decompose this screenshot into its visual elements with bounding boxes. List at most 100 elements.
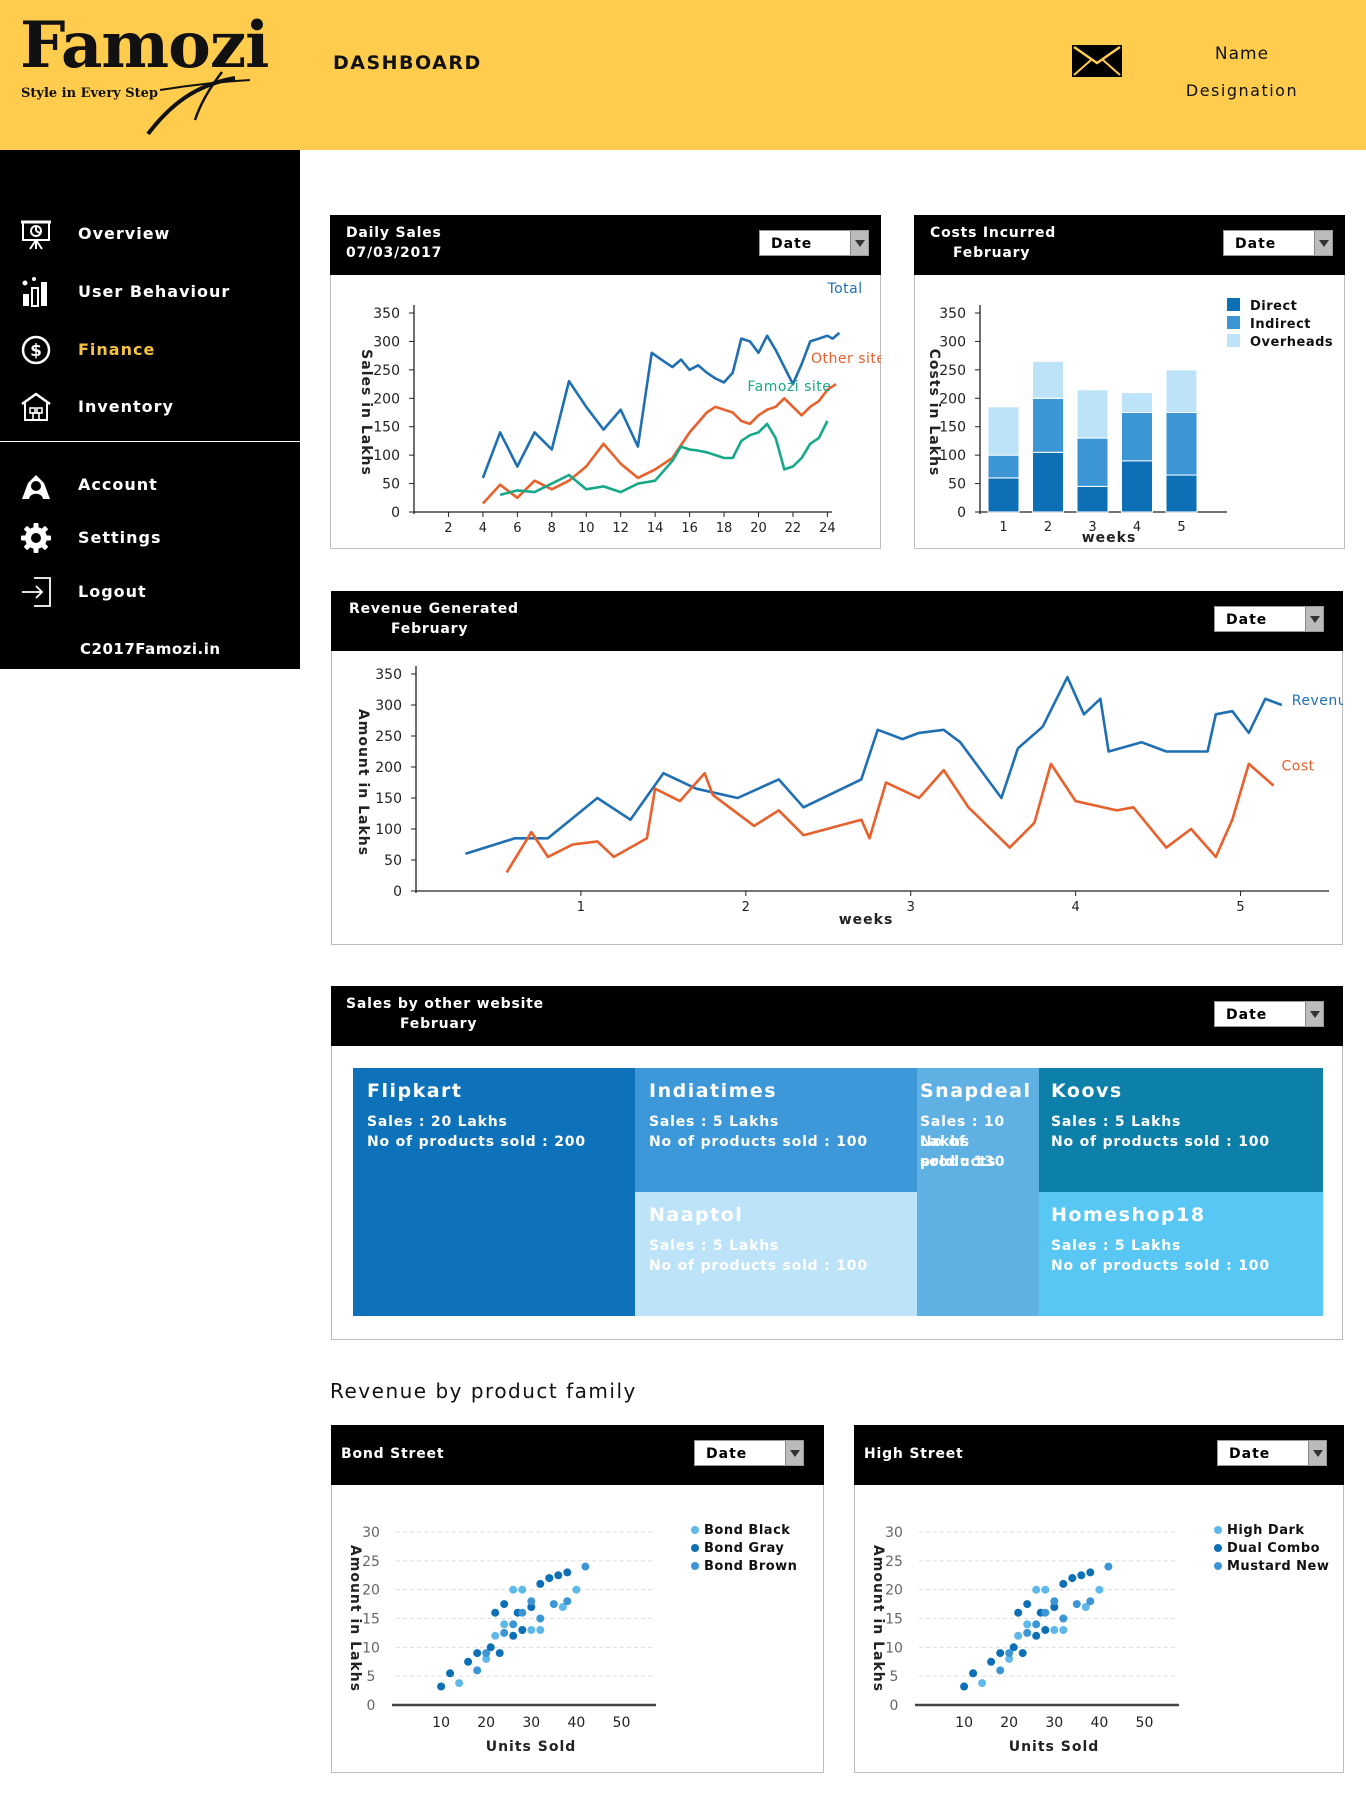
y-tick-label: 350 <box>939 306 966 322</box>
revenue-generated-panel: Revenue Generated February Date 0 50 100 15… <box>331 591 1343 945</box>
sidebar-item-label: Logout <box>78 582 147 601</box>
treemap-cell-name: Indiatimes <box>649 1080 778 1102</box>
scatter-point <box>518 1608 527 1617</box>
date-dropdown[interactable]: Date <box>759 230 869 256</box>
scatter-point <box>491 1608 500 1617</box>
x-axis-label: Units Sold <box>486 1739 577 1755</box>
series-label: Other sites <box>811 351 881 367</box>
chevron-down-icon[interactable] <box>1305 1002 1323 1026</box>
legend-swatch <box>1214 1544 1222 1552</box>
legend-label: Dual Combo <box>1227 1541 1320 1556</box>
chevron-down-icon[interactable] <box>1305 607 1323 631</box>
scatter-point <box>1014 1631 1023 1640</box>
treemap-cell-indiatimes[interactable]: Indiatimes Sales : 5 Lakhs No of product… <box>635 1068 917 1192</box>
presentation-board-icon <box>21 220 51 250</box>
x-tick-label: 30 <box>522 1715 540 1731</box>
date-dropdown-label: Date <box>1235 236 1277 252</box>
scatter-point <box>446 1669 455 1678</box>
y-tick-label: 15 <box>885 1612 903 1628</box>
treemap-cell-sales: Sales : 5 Lakhs <box>649 1114 780 1130</box>
treemap-cell-koovs[interactable]: Koovs Sales : 5 Lakhs No of products sol… <box>1039 1068 1323 1192</box>
panel-header: Bond Street Date <box>331 1425 824 1485</box>
scatter-point <box>563 1568 572 1577</box>
bond-street-panel: Bond Street Date 0 5 10 15 20 25 30 10 20 30 40 50 A… <box>331 1425 824 1773</box>
sidebar-item-account[interactable]: Account <box>0 463 300 507</box>
treemap-cell-products: No of products <box>920 1134 997 1170</box>
scatter-point <box>437 1682 446 1691</box>
treemap-cell-snapdeal[interactable]: Snapdeal Sales : 10 Lakhs No of products… <box>917 1068 1039 1316</box>
y-tick-label: 0 <box>957 505 966 521</box>
x-tick-label: 20 <box>750 521 767 536</box>
y-tick-label: 0 <box>391 505 400 521</box>
date-dropdown[interactable]: Date <box>1217 1440 1327 1466</box>
treemap-cell-homeshop18[interactable]: Homeshop18 Sales : 5 Lakhs No of product… <box>1039 1192 1323 1316</box>
bar-segment-indirect <box>1121 412 1153 462</box>
sidebar-item-inventory[interactable]: Inventory <box>0 385 300 429</box>
logout-icon <box>22 577 51 607</box>
date-dropdown-label: Date <box>771 236 813 252</box>
user-name[interactable]: Name <box>1214 44 1270 64</box>
panel-header: Sales by other website February Date <box>331 986 1343 1046</box>
sidebar-item-label: Settings <box>78 528 162 547</box>
header: Famozi Style in Every Step DASHBOARD Nam… <box>0 0 1366 150</box>
y-tick-label: 30 <box>885 1525 903 1541</box>
sidebar-item-label: User Behaviour <box>78 282 231 301</box>
sidebar-item-finance[interactable]: $ Finance <box>0 328 300 372</box>
date-dropdown[interactable]: Date <box>1223 230 1333 256</box>
scatter-point <box>1005 1649 1014 1658</box>
scatter-point <box>1041 1626 1050 1634</box>
bar-segment-indirect <box>1032 397 1064 453</box>
y-tick-label: 10 <box>362 1640 380 1656</box>
scatter-point <box>1023 1620 1032 1629</box>
scatter-point <box>491 1631 500 1640</box>
sidebar-item-logout[interactable]: Logout <box>0 570 300 614</box>
x-tick-label: 50 <box>1136 1715 1154 1731</box>
sidebar-item-overview[interactable]: Overview <box>0 212 300 256</box>
scatter-point <box>1059 1579 1068 1588</box>
date-dropdown-label: Date <box>706 1446 748 1462</box>
x-tick-label: 3 <box>1088 520 1096 535</box>
brand-logo[interactable]: Famozi <box>20 8 269 83</box>
panel-header: Daily Sales 07/03/2017 Date <box>330 215 881 275</box>
legend-swatch <box>1227 298 1240 311</box>
panel-title: Costs Incurred <box>930 225 1057 241</box>
panel-subtitle: February <box>400 1016 478 1032</box>
scatter-point <box>1077 1571 1086 1580</box>
date-dropdown-label: Date <box>1229 1446 1271 1462</box>
bar-segment-indirect <box>1165 412 1198 476</box>
legend-label: Bond Brown <box>704 1559 797 1574</box>
scatter-point <box>1086 1597 1095 1606</box>
x-tick-label: 16 <box>681 521 698 536</box>
sidebar-item-settings[interactable]: Settings <box>0 516 300 560</box>
envelope-icon[interactable] <box>1071 44 1123 78</box>
chevron-down-icon[interactable] <box>785 1441 803 1465</box>
treemap-cell-sales: Sales : 5 Lakhs <box>1051 1238 1182 1254</box>
treemap-cell-flipkart[interactable]: Flipkart Sales : 20 Lakhs No of products… <box>353 1068 635 1316</box>
date-dropdown[interactable]: Date <box>1214 1001 1324 1027</box>
sales-by-other-website-panel: Sales by other website February Date Fli… <box>331 986 1343 1340</box>
y-tick-label: 200 <box>375 760 402 776</box>
y-tick-label: 50 <box>382 477 400 493</box>
date-dropdown[interactable]: Date <box>1214 606 1324 632</box>
user-designation: Designation <box>1185 81 1299 100</box>
chevron-down-icon[interactable] <box>1314 231 1332 255</box>
date-dropdown[interactable]: Date <box>694 1440 804 1466</box>
series-label: Total <box>826 281 862 297</box>
treemap-cell-naaptol[interactable]: Naaptol Sales : 5 Lakhs No of products s… <box>635 1192 917 1316</box>
date-dropdown-label: Date <box>1226 612 1268 628</box>
scatter-point <box>527 1597 536 1606</box>
scatter-point <box>509 1585 518 1594</box>
scatter-point <box>1023 1600 1032 1609</box>
legend-swatch <box>691 1526 699 1534</box>
scatter-point <box>1032 1585 1041 1594</box>
treemap-cell-products: No of products sold : 100 <box>649 1258 868 1274</box>
scatter-point <box>969 1669 978 1678</box>
scatter-point <box>1041 1585 1050 1594</box>
chevron-down-icon[interactable] <box>850 231 868 255</box>
sidebar-item-user-behaviour[interactable]: User Behaviour <box>0 270 300 314</box>
x-tick-label: 6 <box>513 521 521 536</box>
chevron-down-icon[interactable] <box>1308 1441 1326 1465</box>
date-dropdown-label: Date <box>1226 1007 1268 1023</box>
x-tick-label: 22 <box>785 521 802 536</box>
